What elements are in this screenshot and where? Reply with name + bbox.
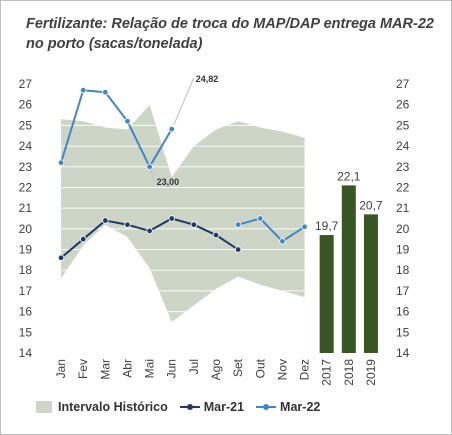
x-tick-Out: Out [253,358,267,378]
y-tick-left: 27 [19,77,33,91]
mar22-point-Dez [301,223,308,230]
y-tick-right: 21 [396,201,410,215]
historical-range-band [61,104,305,322]
mar21-point-Fev [79,235,87,243]
data-label-mar22-jun: 24,82 [196,74,219,84]
y-tick-right: 22 [396,180,410,194]
x-tick-2017: 2017 [320,359,334,386]
bar-2017 [319,235,334,353]
legend-swatch-band [36,401,52,413]
x-tick-Set: Set [231,358,245,377]
y-tick-right: 23 [396,160,410,174]
x-tick-2018: 2018 [342,359,356,386]
mar22-point-Jun [168,125,175,133]
legend-swatch-mar22 [256,402,277,412]
y-tick-right: 24 [396,139,410,153]
y-tick-left: 23 [19,160,33,174]
y-tick-right: 19 [396,243,410,257]
chart-title-line-2: no porto (sacas/tonelada) [26,36,203,52]
legend-label-mar21: Mar-21 [203,400,245,414]
data-label-mar22-mai: 23,00 [157,177,180,187]
legend-item-mar21: Mar-21 [179,400,245,414]
y-tick-left: 17 [19,284,33,298]
y-tick-left: 15 [19,325,33,339]
y-tick-right: 17 [396,284,410,298]
mar22-line-segment [60,89,173,169]
legend-label-historico: Intervalo Histórico [58,400,168,414]
y-tick-right: 20 [396,222,410,236]
chart-title: Fertilizante: Relação de troca do MAP/DA… [26,14,446,54]
mar22-point-Jan [57,159,65,166]
x-tick-Fev: Fev [76,359,90,379]
x-tick-Mar: Mar [98,359,112,380]
x-tick-Mai: Mai [143,359,157,378]
bar-2018 [341,185,356,353]
y-tick-right: 26 [396,98,410,112]
y-tick-left: 14 [19,346,33,360]
mar21-point-Set [234,246,242,253]
bar-2019 [363,214,378,353]
y-tick-right: 18 [396,263,410,277]
legend-item-historico: Intervalo Histórico [36,400,168,414]
mar22-point-Abr [124,118,131,125]
legend-label-mar22: Mar-22 [280,400,321,414]
y-tick-right: 25 [396,118,410,132]
mar21-point-Ago [212,231,220,239]
chart-legend: Intervalo Histórico Mar-21 Mar-22 [36,398,332,416]
y-tick-right: 16 [396,305,410,319]
data-label-2017: 19,7 [315,219,339,233]
legend-swatch-mar21 [179,402,200,412]
y-tick-left: 26 [19,98,33,112]
x-tick-Jul: Jul [187,359,201,374]
mar22-point-Mar [102,89,109,96]
y-tick-left: 18 [19,263,33,277]
mar22-point-Mai [146,163,153,170]
mar22-line-segment [237,217,306,243]
y-tick-right: 15 [396,325,410,339]
mar21-point-Jan [57,254,65,262]
x-tick-2019: 2019 [364,359,378,386]
data-label-2018: 22,1 [337,169,361,183]
y-tick-left: 19 [19,243,33,257]
x-tick-Ago: Ago [209,359,223,381]
mar21-point-Jul [190,221,198,228]
y-tick-right: 14 [396,346,410,360]
mar22-point-Set [234,221,242,228]
mar21-point-Abr [124,221,131,228]
leader-line-mai [150,168,156,182]
mar22-point-Nov [279,238,286,245]
x-tick-Abr: Abr [120,359,134,378]
mar21-point-Jun [168,215,175,222]
x-tick-Jun: Jun [165,359,179,378]
x-tick-Dez: Dez [298,359,312,380]
mar21-point-Mar [102,217,109,224]
y-tick-left: 20 [19,222,33,236]
legend-item-mar22: Mar-22 [256,400,320,414]
mar22-point-Fev [79,87,87,94]
y-tick-right: 27 [396,77,410,91]
y-tick-left: 16 [19,305,33,319]
x-tick-Jan: Jan [54,359,68,378]
chart-title-line-1: Fertilizante: Relação de troca do MAP/DA… [26,16,434,32]
y-tick-left: 21 [19,201,33,215]
data-label-2019: 20,7 [359,198,383,212]
y-tick-left: 25 [19,118,33,132]
x-tick-Nov: Nov [275,359,289,380]
mar21-point-Mai [146,227,153,235]
mar22-point-Out [257,215,264,222]
leader-line-jun [173,77,195,126]
y-tick-left: 24 [19,139,33,153]
y-tick-left: 22 [19,180,33,194]
